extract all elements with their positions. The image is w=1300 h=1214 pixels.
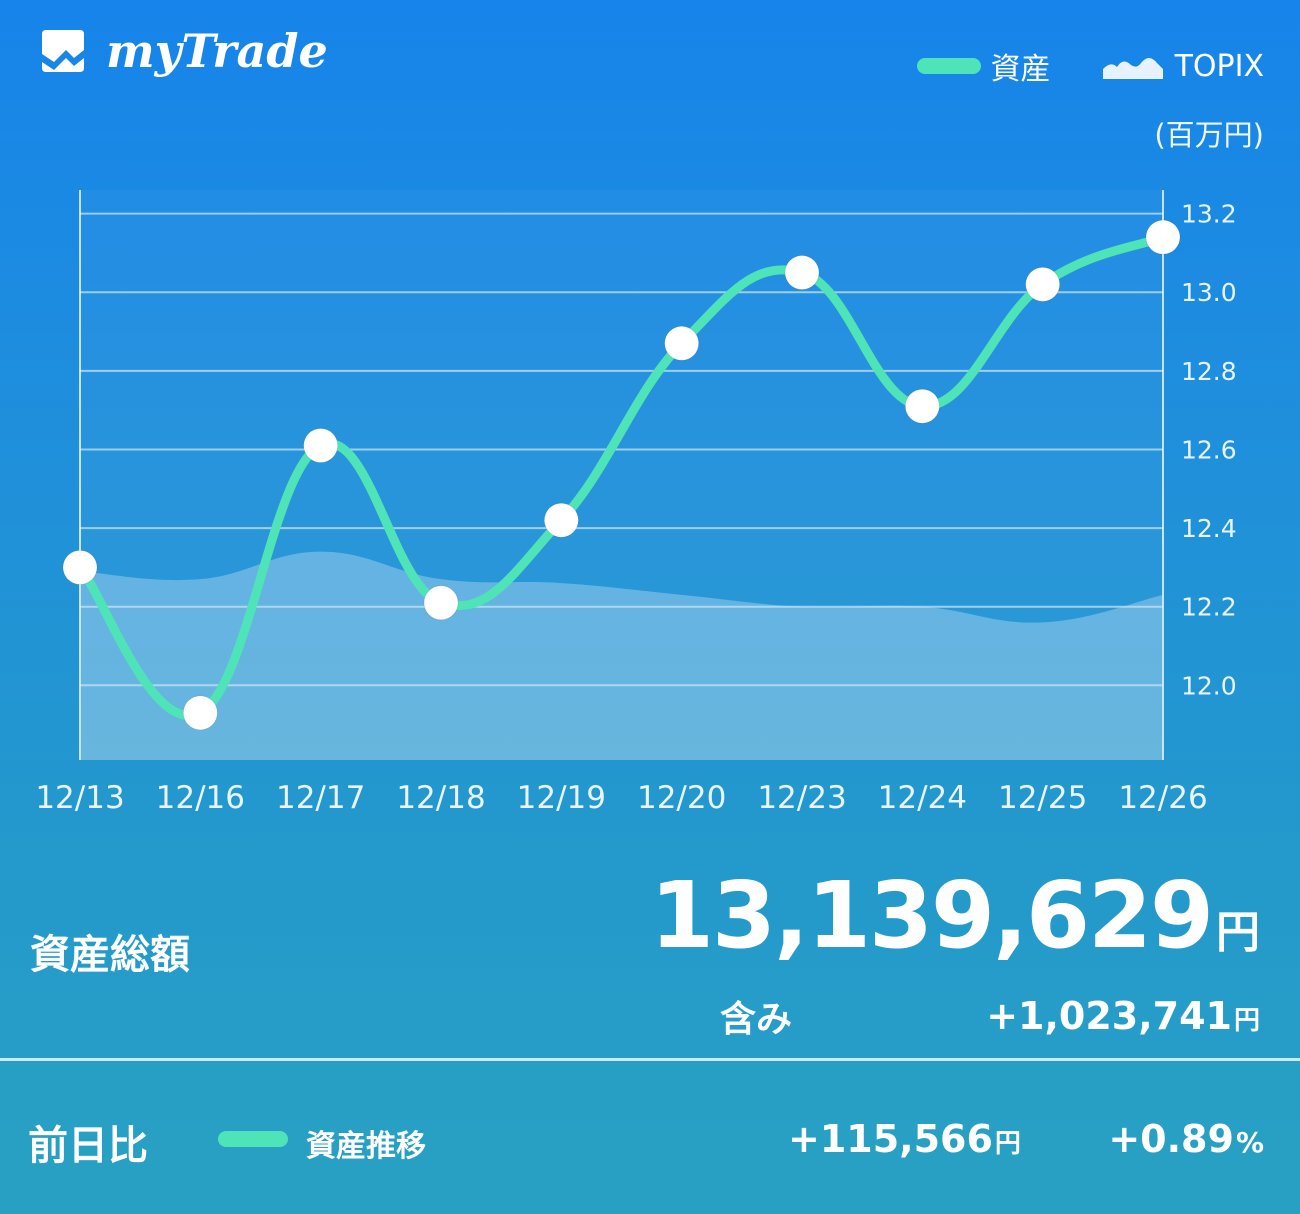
x-tick-label: 12/23 [757,780,846,816]
y-tick-label: 13.2 [1181,200,1237,229]
total-assets-value: 13,139,629 円 [650,862,1260,969]
app-logo[interactable]: myTrade [36,24,328,78]
asset-trend-swatch [218,1131,288,1147]
daily-change-bar[interactable]: 前日比 資産推移 +115,566 円 +0.89 % [0,1061,1300,1214]
app-name: myTrade [106,24,328,78]
section-divider [0,1058,1300,1061]
daily-change-percent-number: +0.89 [1108,1117,1234,1161]
daily-change-percent: +0.89 % [1108,1117,1264,1161]
chart-legend: 資産 TOPIX [916,44,1264,88]
daily-change-amount: +115,566 円 [788,1117,1021,1161]
asset-chart[interactable]: 13.2 13.0 12.8 12.6 12.4 12.2 12.0 12/13 12/16 12… [0,0,1300,840]
asset-point [62,549,98,585]
unrealized-number: +1,023,741 [986,994,1232,1038]
x-tick-label: 12/16 [156,780,245,816]
percent-sign: % [1235,1126,1264,1159]
y-axis-unit: (百万円) [1154,118,1264,152]
daily-change-label: 前日比 [28,1123,148,1169]
asset-legend-label: 資産 [990,52,1051,87]
yen-unit: 円 [1216,907,1260,958]
topix-legend-icon [1102,58,1163,79]
y-tick-label: 12.2 [1181,593,1237,622]
yen-unit: 円 [1233,1006,1260,1036]
asset-point [543,502,579,538]
asset-point [784,255,820,291]
total-assets-label: 資産総額 [30,932,190,978]
y-tick-label: 12.0 [1181,671,1237,700]
y-tick-label: 12.4 [1181,514,1237,543]
asset-legend-swatch [916,58,981,74]
x-tick-label: 12/19 [517,780,606,816]
x-tick-label: 12/26 [1118,780,1207,816]
app-header: myTrade 資産 TOPIX [0,0,1300,110]
topix-area [80,551,1163,760]
asset-point [1145,219,1181,255]
asset-point [182,695,218,731]
x-tick-label: 12/13 [35,780,124,816]
asset-point [664,325,700,361]
asset-line [75,232,1168,721]
total-assets-number: 13,139,629 [649,862,1214,969]
asset-trend-label: 資産推移 [306,1129,426,1164]
unrealized-label: 含み [720,999,793,1040]
plot-area [80,190,1163,760]
x-tick-label: 12/20 [637,780,726,816]
asset-point [303,428,339,464]
y-tick-label: 12.6 [1181,435,1237,464]
mytrade-logo-icon [42,30,84,72]
x-tick-label: 12/18 [396,780,485,816]
y-tick-label: 13.0 [1181,278,1237,307]
unrealized-value: +1,023,741 円 [986,994,1260,1038]
daily-change-number: +115,566 [788,1117,993,1161]
y-tick-label: 12.8 [1181,357,1237,386]
yen-unit: 円 [994,1129,1021,1159]
x-tick-label: 12/17 [276,780,365,816]
asset-point [904,388,940,424]
x-tick-label: 12/25 [998,780,1087,816]
topix-legend-label: TOPIX [1174,48,1264,84]
asset-point [423,585,459,621]
x-tick-label: 12/24 [878,780,967,816]
asset-point [1025,266,1061,302]
